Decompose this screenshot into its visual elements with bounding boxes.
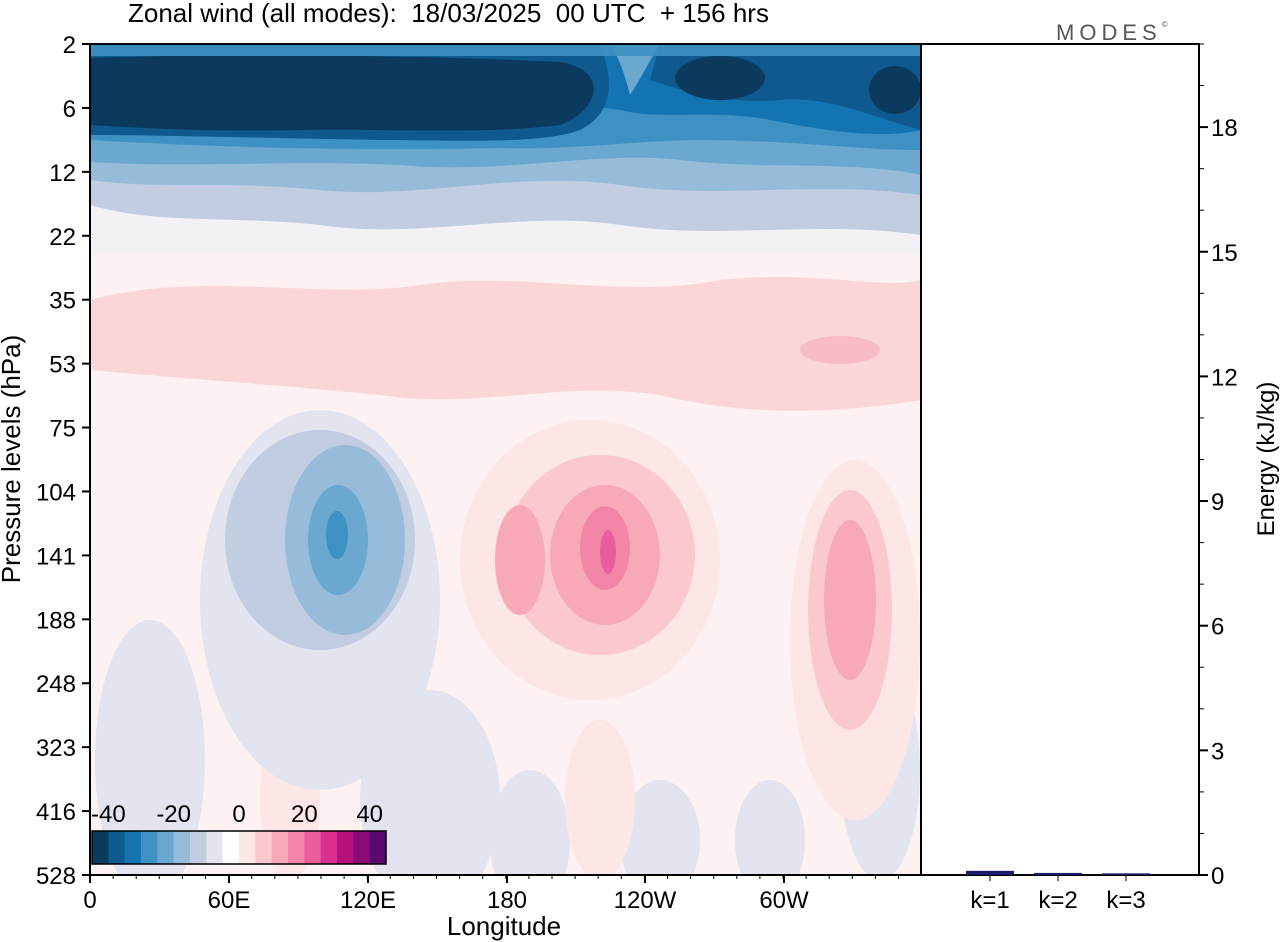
y-tick-label: 416: [36, 799, 76, 826]
colorbar-swatch: [173, 831, 191, 864]
heatmap-field: [90, 44, 921, 875]
x-tick-label: 120W: [614, 887, 677, 914]
colorbar-frame: [91, 830, 387, 865]
colorbar-swatch: [369, 831, 387, 864]
x-tick-label: 60W: [759, 887, 809, 914]
colorbar-swatch: [124, 831, 142, 864]
colorbar-label: -40: [91, 801, 126, 828]
colorbar-swatch: [320, 831, 338, 864]
y-tick-label: 75: [49, 416, 76, 443]
y-tick-label: 248: [36, 671, 76, 698]
brand-text: MODES: [1056, 20, 1162, 45]
energy-y-tick-label: 9: [1211, 489, 1224, 516]
chart-title: Zonal wind (all modes): 18/03/2025 00 UT…: [128, 0, 769, 28]
y-tick-label: 528: [36, 863, 76, 890]
x-tick-label: 60E: [208, 887, 251, 914]
energy-y-tick-label: 6: [1211, 614, 1224, 641]
energy-bar: [966, 870, 1014, 875]
colorbar-label: 20: [291, 801, 318, 828]
energy-y-tick-label: 18: [1211, 115, 1238, 142]
colorbar-swatch: [141, 831, 158, 864]
energy-bars: k=1 k=2 k=3: [966, 870, 1150, 914]
colorbar-label: -20: [156, 801, 191, 828]
colorbar-swatch: [337, 831, 354, 864]
energy-y-tick-label: 12: [1211, 364, 1238, 391]
colorbar-swatch: [108, 831, 125, 864]
colorbar-swatch: [222, 831, 240, 864]
x-axis-label: Longitude: [447, 911, 561, 941]
energy-y-tick-label: 3: [1211, 738, 1224, 765]
x-tick-label: 120E: [340, 887, 396, 914]
colorbar-swatch: [255, 831, 272, 864]
colorbar-swatch: [304, 831, 321, 864]
y-tick-label: 22: [49, 224, 76, 251]
y-tick-label: 141: [36, 543, 76, 570]
energy-bar: [1034, 872, 1082, 875]
x-axis: 0 60E 120E 180 120W 60W: [83, 875, 899, 914]
colorbar-label: 0: [232, 801, 245, 828]
colorbar-label: 40: [356, 801, 383, 828]
colorbar-swatch: [206, 831, 223, 864]
y-tick-label: 53: [49, 352, 76, 379]
y-tick-label: 188: [36, 607, 76, 634]
colorbar-swatch: [92, 831, 109, 864]
colorbar-swatch: [271, 831, 289, 864]
energy-y-tick-label: 15: [1211, 240, 1238, 267]
colorbar-swatch: [157, 831, 174, 864]
y-tick-label: 323: [36, 735, 76, 762]
energy-bar: [1102, 873, 1150, 875]
y-tick-label: 12: [49, 160, 76, 187]
energy-y-tick-label: 0: [1211, 863, 1224, 890]
colorbar-swatch: [239, 831, 256, 864]
colorbar-swatch: [353, 831, 370, 864]
y-axis-label: Pressure levels (hPa): [0, 335, 26, 584]
y-tick-label: 104: [36, 479, 76, 506]
y-axis: 2 6 12 22 35 53 75 104 141 188 248 323 416 528: [36, 32, 90, 890]
energy-category-label: k=2: [1038, 887, 1077, 914]
energy-category-label: k=3: [1106, 887, 1145, 914]
energy-y-axis: 0 3 6 9 12 15 18: [1199, 43, 1238, 890]
energy-frame: [920, 43, 1200, 876]
y-tick-label: 2: [63, 32, 76, 59]
energy-axis-label: Energy (kJ/kg): [1253, 382, 1280, 537]
colorbar-swatch: [288, 831, 305, 864]
x-tick-label: 0: [83, 887, 96, 914]
colorbar-swatch: [190, 831, 207, 864]
y-tick-label: 35: [49, 288, 76, 315]
brand-logo: MODES©: [1056, 20, 1168, 46]
y-tick-label: 6: [63, 96, 76, 123]
colorbar: -40 -20 0 20 40: [91, 801, 387, 865]
energy-category-label: k=1: [970, 887, 1009, 914]
x-tick-label: 180: [487, 887, 527, 914]
brand-mark: ©: [1161, 20, 1168, 29]
